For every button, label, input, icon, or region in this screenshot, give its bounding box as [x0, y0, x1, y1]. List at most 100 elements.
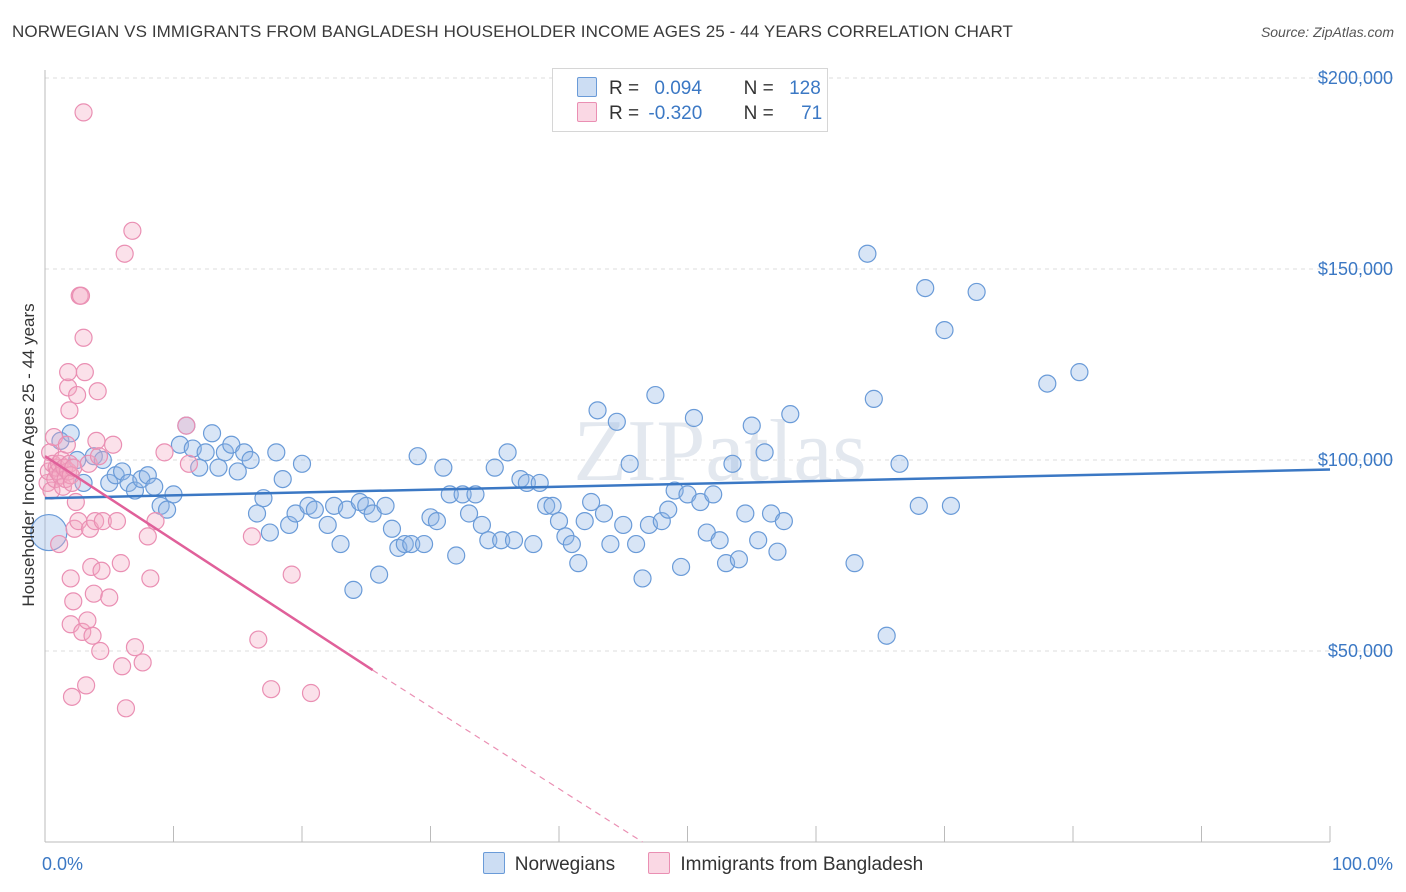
- point-norwegians-26: [228, 462, 247, 481]
- point-norwegians-34: [280, 515, 299, 535]
- series-legend: Norwegians Immigrants from Bangladesh: [0, 852, 1406, 876]
- point-bangladesh-56: [112, 657, 132, 676]
- point-norwegians-88: [633, 569, 652, 588]
- legend-r-value: -0.320: [648, 103, 703, 124]
- point-bangladesh-24: [60, 401, 79, 420]
- point-bangladesh-69: [249, 630, 268, 649]
- legend-n-label: N =: [743, 78, 774, 99]
- point-norwegians-22: [202, 424, 222, 443]
- point-bangladesh-58: [116, 699, 136, 718]
- point-norwegians-87: [626, 534, 646, 554]
- point-bangladesh-68: [242, 527, 261, 546]
- legend-r-value: 0.094: [654, 78, 702, 99]
- chart-title: NORWEGIAN VS IMMIGRANTS FROM BANGLADESH …: [12, 22, 1014, 41]
- point-bangladesh-50: [92, 561, 111, 580]
- legend-item-norwegians: Norwegians: [482, 852, 615, 876]
- point-bangladesh-59: [123, 221, 142, 240]
- source-label: Source: ZipAtlas.com: [1260, 24, 1394, 40]
- point-norwegians-92: [659, 500, 678, 519]
- point-norwegians-103: [729, 550, 749, 569]
- point-bangladesh-30: [66, 492, 85, 512]
- series-norwegians: [30, 244, 1089, 645]
- legend-row-bangladesh: R = -0.320 N = 71: [577, 102, 822, 126]
- point-bangladesh-73: [74, 103, 93, 122]
- point-norwegians-111: [781, 405, 800, 424]
- point-norwegians-74: [543, 496, 562, 515]
- point-norwegians-43: [344, 580, 363, 599]
- point-norwegians-66: [492, 531, 511, 550]
- y-tick-label-0: $50,000: [1328, 641, 1393, 661]
- legend-swatch-pink: [577, 102, 597, 122]
- legend-swatch-blue: [577, 77, 597, 97]
- point-norwegians-38: [305, 500, 324, 519]
- point-norwegians-63: [472, 515, 491, 535]
- point-bangladesh-31: [68, 385, 87, 405]
- point-norwegians-79: [575, 512, 594, 531]
- point-bangladesh-65: [155, 443, 174, 462]
- point-norwegians-114: [864, 389, 883, 408]
- point-bangladesh-53: [104, 435, 123, 454]
- point-norwegians-6: [100, 473, 119, 493]
- point-bangladesh-25: [61, 569, 80, 588]
- point-bangladesh-67: [179, 454, 199, 473]
- point-norwegians-48: [376, 496, 395, 515]
- point-norwegians-102: [723, 454, 742, 473]
- point-norwegians-62: [466, 485, 485, 504]
- point-bangladesh-61: [133, 653, 152, 672]
- point-norwegians-99: [704, 485, 723, 504]
- point-norwegians-65: [485, 458, 504, 477]
- point-norwegians-61: [459, 504, 479, 523]
- point-norwegians-106: [749, 531, 768, 550]
- point-bangladesh-63: [141, 569, 160, 588]
- point-norwegians-80: [582, 492, 601, 512]
- point-norwegians-120: [941, 496, 961, 515]
- y-tick-label-1: $100,000: [1318, 450, 1393, 470]
- trend-lines: [44, 455, 1331, 843]
- point-norwegians-105: [742, 416, 761, 435]
- legend-swatch-pink: [648, 852, 671, 874]
- point-norwegians-76: [556, 527, 575, 546]
- point-norwegians-32: [267, 443, 286, 462]
- legend-r-label: R =: [609, 103, 640, 124]
- point-norwegians-115: [877, 626, 896, 645]
- legend-item-bangladesh: Immigrants from Bangladesh: [648, 852, 923, 876]
- point-bangladesh-35: [73, 622, 92, 642]
- point-norwegians-96: [684, 408, 704, 428]
- point-bangladesh-23: [59, 363, 78, 382]
- point-bangladesh-34: [71, 286, 91, 305]
- point-bangladesh-49: [91, 641, 110, 661]
- point-norwegians-54: [414, 534, 434, 554]
- point-norwegians-12: [138, 466, 157, 485]
- point-norwegians-28: [241, 450, 260, 470]
- point-norwegians-91: [652, 512, 671, 531]
- legend-r-label: R =: [609, 78, 640, 99]
- point-norwegians-15: [157, 500, 177, 519]
- point-norwegians-82: [594, 504, 614, 523]
- point-norwegians-13: [145, 477, 164, 496]
- point-norwegians-81: [588, 401, 607, 420]
- y-tick-label-2: $150,000: [1318, 259, 1393, 279]
- point-norwegians-84: [607, 412, 626, 431]
- point-norwegians-86: [620, 454, 639, 473]
- point-norwegians-119: [935, 321, 954, 340]
- point-norwegians-68: [504, 531, 524, 550]
- point-bangladesh-15: [57, 435, 76, 454]
- point-bangladesh-66: [177, 416, 196, 435]
- point-norwegians-112: [845, 554, 864, 573]
- point-norwegians-24: [215, 443, 234, 462]
- point-bangladesh-71: [282, 565, 301, 584]
- point-bangladesh-36: [74, 328, 93, 347]
- point-norwegians-59: [447, 546, 466, 565]
- axes: [44, 70, 1331, 843]
- trend-line-bangladesh: [44, 455, 374, 672]
- point-norwegians-39: [318, 515, 337, 535]
- trend-line-norwegians: [44, 468, 1331, 500]
- legend-label-bangladesh: Immigrants from Bangladesh: [680, 854, 924, 875]
- point-bangladesh-28: [64, 592, 83, 611]
- point-norwegians-110: [774, 512, 793, 531]
- point-norwegians-72: [530, 473, 549, 493]
- point-norwegians-51: [395, 534, 414, 554]
- point-bangladesh-21: [50, 534, 69, 554]
- point-norwegians-116: [890, 454, 909, 473]
